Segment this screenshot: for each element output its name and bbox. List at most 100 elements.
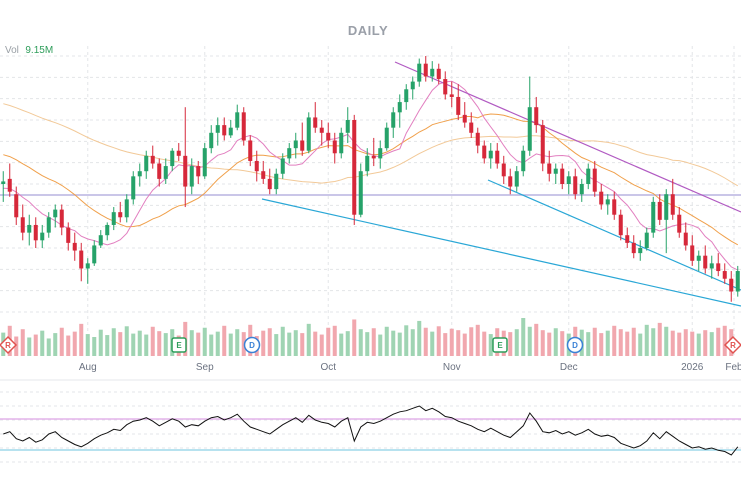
candle-up <box>566 176 571 184</box>
volume-bar <box>443 333 448 356</box>
volume-bar <box>690 331 695 356</box>
volume-bar <box>462 333 467 356</box>
volume-bar <box>33 334 38 356</box>
candle-down <box>534 107 539 126</box>
candle-down <box>20 217 25 233</box>
volume-bar <box>683 329 688 356</box>
sma-slow-line <box>3 103 739 187</box>
volume-bar <box>423 327 428 356</box>
candle-down <box>118 212 123 218</box>
candle-up <box>358 171 363 215</box>
candle-up <box>365 155 370 172</box>
candle-down <box>631 242 636 254</box>
channel-inner-line <box>487 179 741 291</box>
candle-up <box>696 255 701 261</box>
event-marker-label: E <box>497 341 503 350</box>
oscillator-panel <box>0 391 741 463</box>
candle-up <box>287 148 292 159</box>
candle-up <box>644 232 649 248</box>
volume-bar <box>430 331 435 356</box>
volume-bar <box>306 323 311 356</box>
volume-bar <box>410 329 415 356</box>
x-tick-label: Dec <box>560 362 578 373</box>
volume-bar <box>163 333 168 356</box>
volume-bar <box>196 332 201 356</box>
candle-down <box>716 263 721 272</box>
candle-down <box>456 96 461 115</box>
candle-down <box>690 245 695 261</box>
candle-down <box>7 178 12 192</box>
volume-bar <box>157 331 162 356</box>
oscillator-line <box>3 405 739 456</box>
candle-up <box>53 209 58 218</box>
candle-down <box>443 79 448 95</box>
volume-bar <box>85 334 90 356</box>
volume-bar <box>436 326 441 356</box>
candle-down <box>599 191 604 205</box>
x-tick-label: Oct <box>320 362 336 373</box>
candle-down <box>66 227 71 243</box>
volume-bar <box>644 324 649 356</box>
candle-down <box>501 163 506 177</box>
volume-bar <box>397 332 402 356</box>
candle-down <box>495 150 500 164</box>
volume-bar <box>605 330 610 356</box>
candle-down <box>241 112 246 141</box>
candle-down <box>222 125 227 136</box>
candle-down <box>254 160 259 172</box>
candle-up <box>345 120 350 133</box>
candle-down <box>508 176 513 187</box>
volume-bar <box>651 328 656 356</box>
candle-down <box>475 132 480 146</box>
candle-down <box>332 140 337 154</box>
candle-down <box>592 168 597 192</box>
volume-bar <box>469 327 474 356</box>
chart-title: DAILY <box>348 23 388 38</box>
volume-bar <box>703 330 708 356</box>
candle-up <box>430 68 435 77</box>
candle-up <box>384 127 389 149</box>
volume-bar <box>547 332 552 356</box>
candle-down <box>33 224 38 241</box>
candle-up <box>514 171 519 187</box>
candle-down <box>183 155 188 187</box>
event-marker-label: E <box>176 341 182 350</box>
x-tick-label: Feb <box>725 362 741 373</box>
candlesticks <box>1 56 740 302</box>
candle-down <box>729 278 734 292</box>
volume-bar <box>105 335 110 356</box>
candle-down <box>469 122 474 133</box>
volume-bar <box>124 326 129 356</box>
candle-down <box>196 166 201 177</box>
candle-down <box>547 163 552 174</box>
candle-down <box>14 194 19 218</box>
candle-down <box>573 176 578 195</box>
x-tick-label: Aug <box>79 362 97 373</box>
candle-up <box>202 148 207 177</box>
candle-down <box>657 201 662 220</box>
candle-up <box>40 232 45 241</box>
candle-down <box>462 114 467 123</box>
volume-bar <box>150 326 155 356</box>
candle-up <box>417 63 422 82</box>
candle-down <box>267 178 272 190</box>
volume-bar <box>716 327 721 356</box>
volume-bar <box>371 328 376 356</box>
volume-bar <box>365 332 370 356</box>
sma-fast-line <box>3 80 739 271</box>
volume-bar <box>456 330 461 356</box>
volume-bar <box>696 333 701 356</box>
candle-up <box>1 181 6 184</box>
volume-bar <box>189 330 194 356</box>
volume-bar <box>300 333 305 356</box>
candle-up <box>378 148 383 159</box>
candle-down <box>72 242 77 251</box>
volume-bar <box>540 330 545 356</box>
candle-up <box>215 125 220 133</box>
volume-bar <box>209 334 214 356</box>
candle-down <box>560 168 565 184</box>
candle-down <box>722 271 727 279</box>
volume-value: 9.15M <box>25 45 53 56</box>
candle-up <box>579 184 584 195</box>
volume-bar <box>670 330 675 356</box>
